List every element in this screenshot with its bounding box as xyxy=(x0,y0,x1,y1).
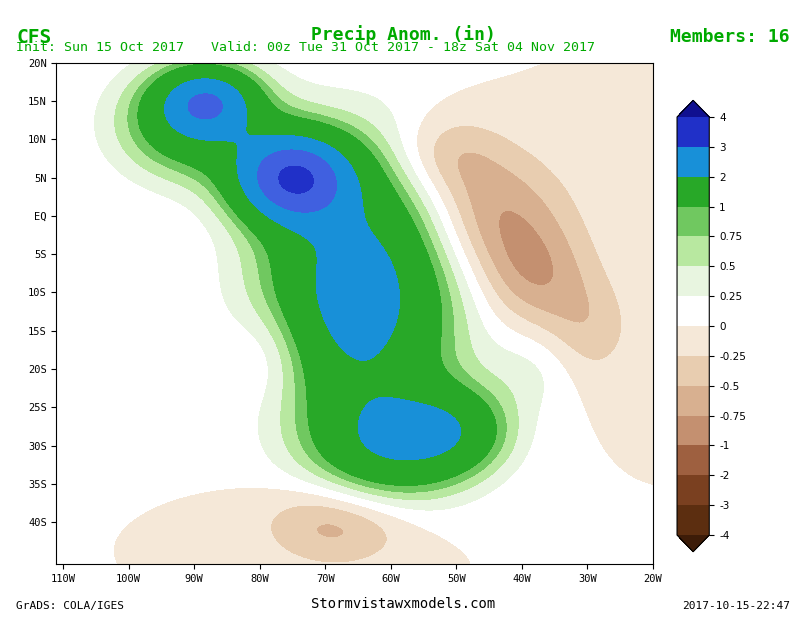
Text: Precip Anom. (in): Precip Anom. (in) xyxy=(310,25,496,44)
Text: Members: 16: Members: 16 xyxy=(671,28,790,46)
PathPatch shape xyxy=(677,100,709,117)
Text: GrADS: COLA/IGES: GrADS: COLA/IGES xyxy=(16,601,124,611)
Text: CFS: CFS xyxy=(16,28,52,47)
PathPatch shape xyxy=(677,535,709,552)
Text: Stormvistawxmodels.com: Stormvistawxmodels.com xyxy=(311,598,495,611)
Text: 2017-10-15-22:47: 2017-10-15-22:47 xyxy=(682,601,790,611)
Text: Valid: 00z Tue 31 Oct 2017 - 18z Sat 04 Nov 2017: Valid: 00z Tue 31 Oct 2017 - 18z Sat 04 … xyxy=(211,41,595,54)
Text: Init: Sun 15 Oct 2017: Init: Sun 15 Oct 2017 xyxy=(16,41,184,54)
